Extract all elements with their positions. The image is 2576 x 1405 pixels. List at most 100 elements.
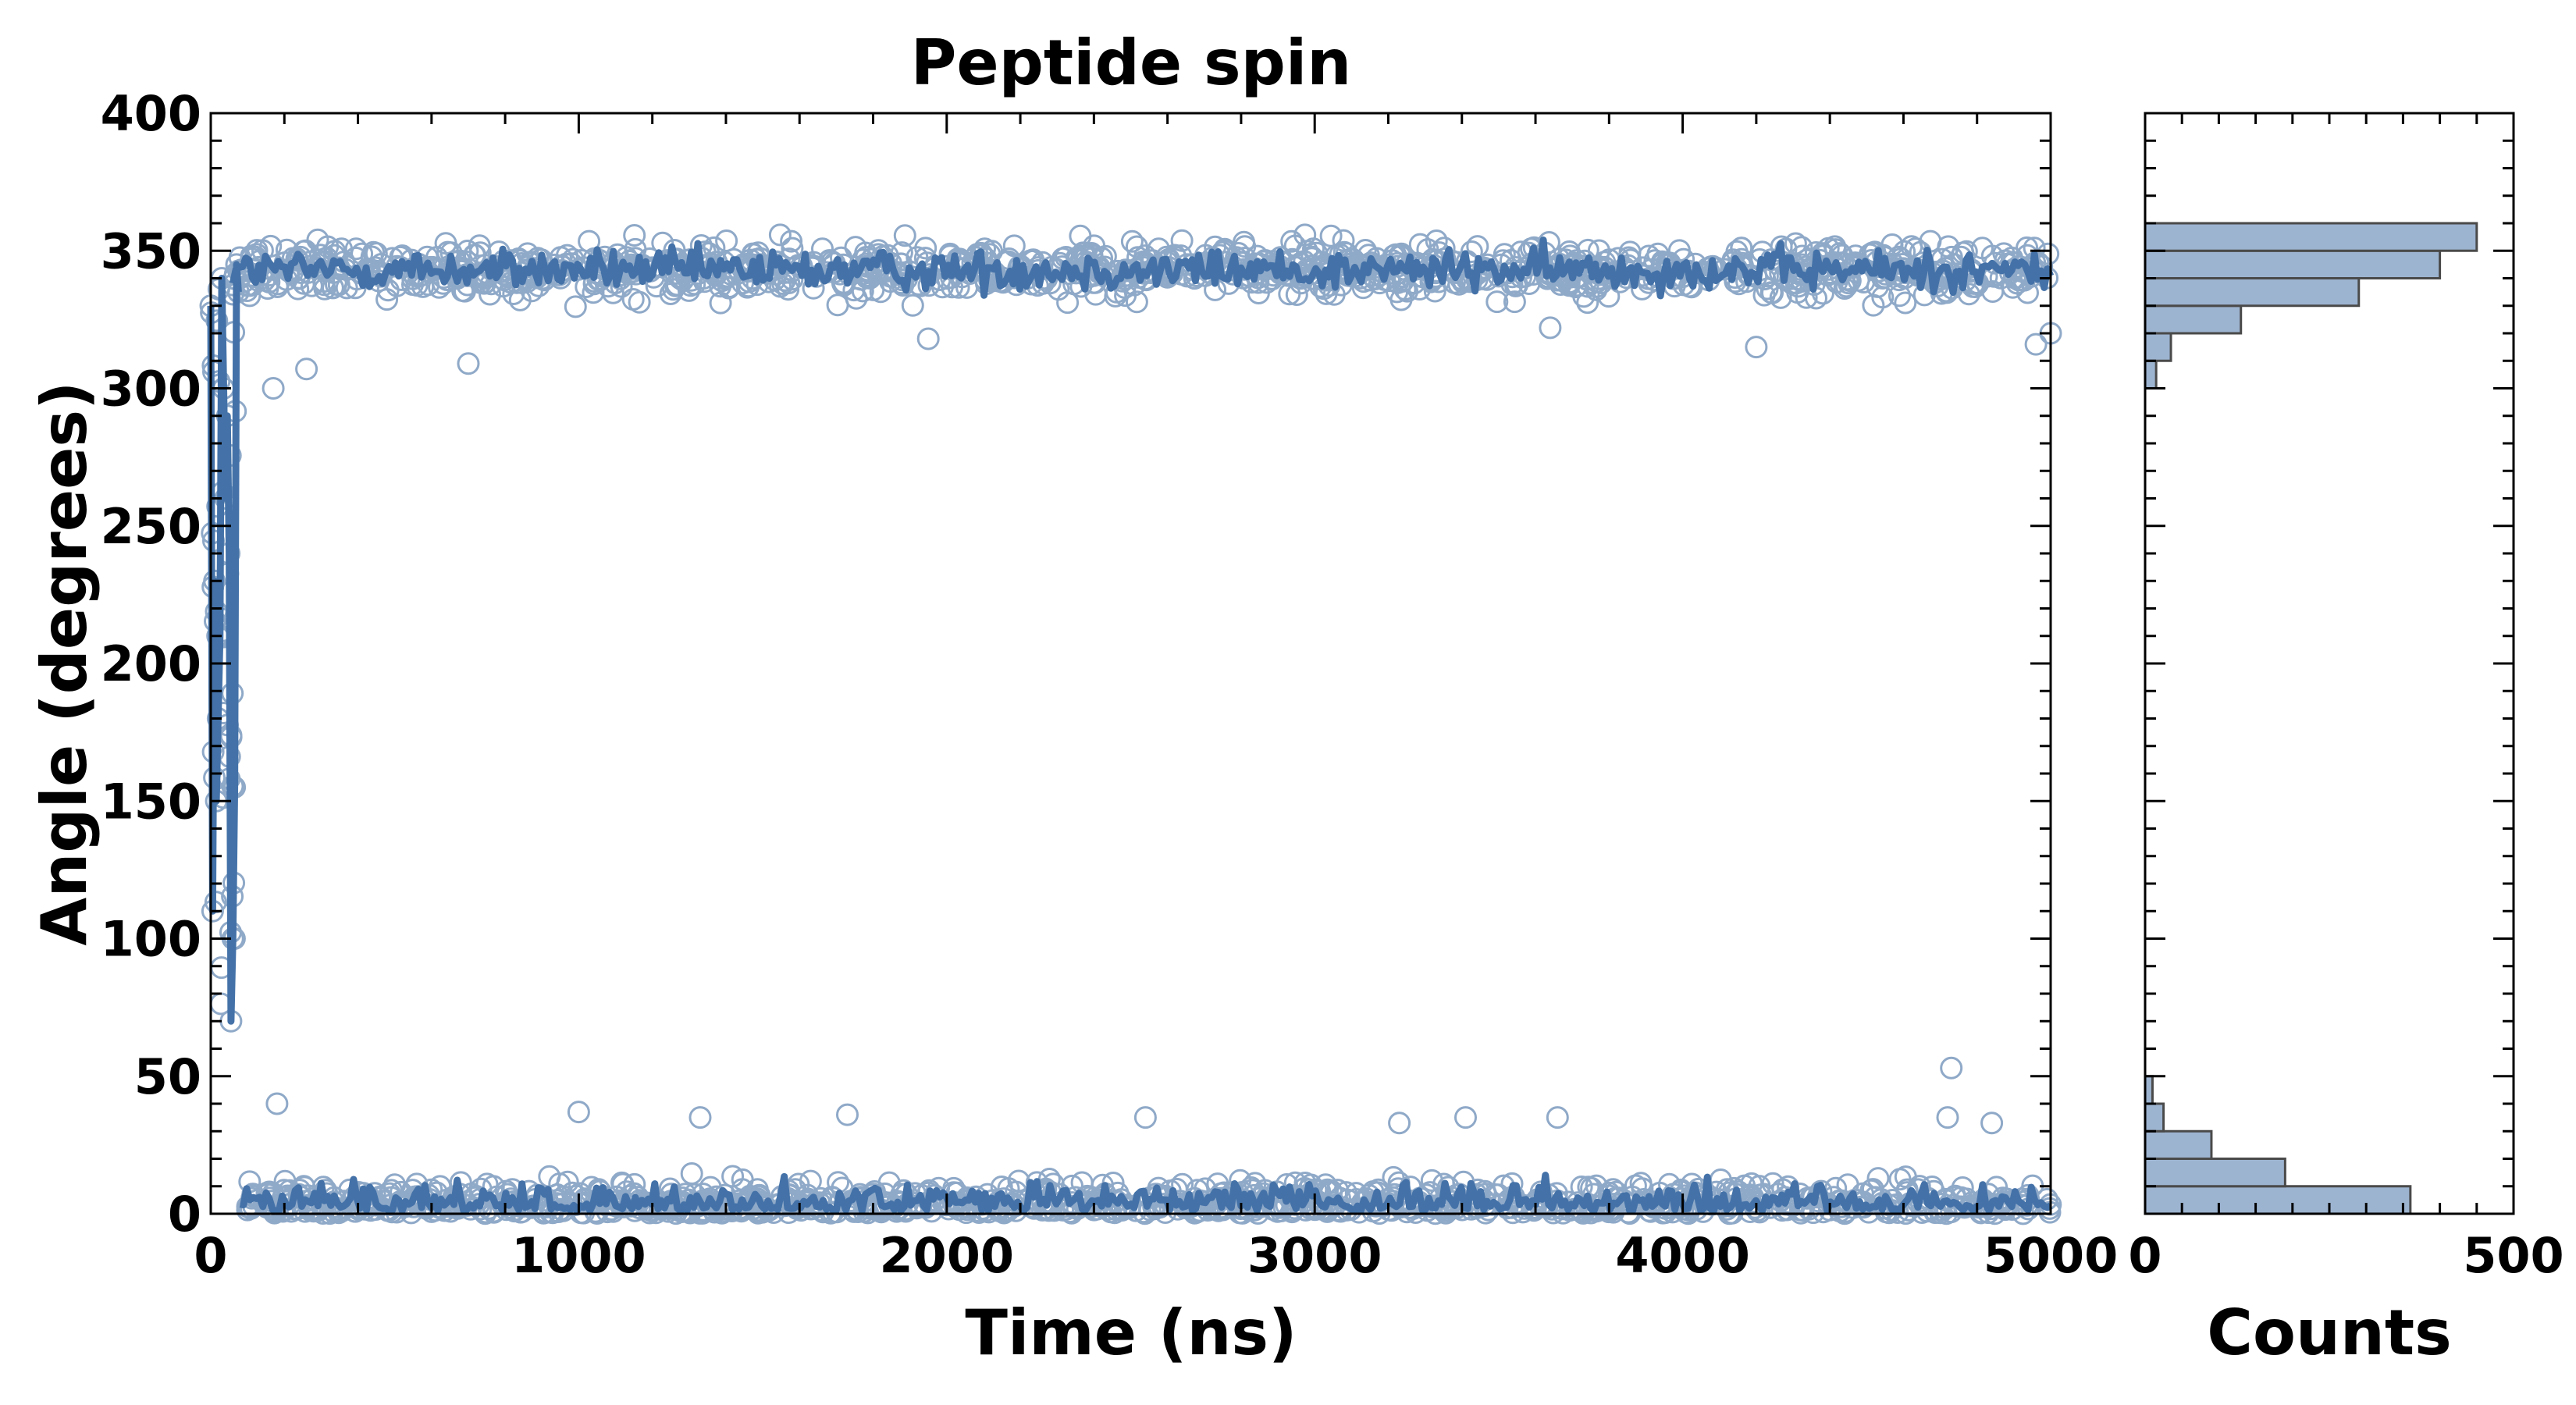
upper-band-point bbox=[344, 237, 368, 261]
lower-band-point bbox=[1866, 1167, 1890, 1190]
upper-band-point bbox=[1539, 316, 1562, 340]
upper-band-point bbox=[1790, 236, 1813, 259]
upper-band-point bbox=[1396, 279, 1419, 303]
main-data-layer bbox=[199, 223, 2062, 1225]
upper-band-point bbox=[1871, 286, 1895, 309]
lower-band-point bbox=[1929, 1198, 1952, 1222]
upper-band-point bbox=[375, 288, 399, 311]
upper-band-point bbox=[2016, 236, 2039, 259]
lower-band-point bbox=[265, 1092, 289, 1115]
upper-band-point bbox=[1893, 240, 1916, 263]
histogram-bar bbox=[2144, 359, 2158, 389]
y-tick-label: 100 bbox=[101, 911, 201, 968]
upper-band-point bbox=[623, 224, 646, 247]
upper-band-point bbox=[1425, 229, 1448, 252]
upper-band-point bbox=[265, 276, 289, 298]
upper-band-point bbox=[916, 327, 940, 350]
histogram-x-tick-label: 500 bbox=[2463, 1227, 2564, 1284]
upper-band-point bbox=[1576, 291, 1599, 315]
lower-band-point bbox=[877, 1171, 901, 1194]
upper-band-point bbox=[869, 280, 892, 304]
upper-band-point bbox=[1769, 286, 1792, 309]
lower-band-point bbox=[567, 1101, 590, 1124]
lower-band-point bbox=[1311, 1197, 1334, 1221]
upper-band-point bbox=[1572, 285, 1596, 308]
x-tick-label: 2000 bbox=[880, 1227, 1015, 1284]
lower-band-point bbox=[1582, 1198, 1604, 1222]
y-axis-label: Angle (degrees) bbox=[28, 381, 101, 945]
upper-band-point bbox=[1888, 284, 1911, 308]
histogram-bar bbox=[2144, 304, 2243, 335]
lower-band-point bbox=[688, 1106, 712, 1129]
x-tick-label: 3000 bbox=[1247, 1227, 1382, 1284]
upper-band-point bbox=[1730, 237, 1753, 260]
y-tick-label: 150 bbox=[101, 773, 201, 830]
y-tick-label: 50 bbox=[134, 1048, 201, 1105]
x-axis-label: Time (ns) bbox=[965, 1297, 1297, 1369]
histogram-x-tick-label: 0 bbox=[2128, 1227, 2161, 1284]
upper-band-point bbox=[1002, 234, 1026, 258]
histogram-ticks bbox=[2144, 112, 2515, 1215]
upper-band-point bbox=[826, 293, 849, 317]
upper-band-point bbox=[1745, 336, 1768, 359]
upper-band-point bbox=[1784, 232, 1807, 255]
histogram-bar bbox=[2144, 1129, 2213, 1160]
upper-band-point bbox=[1072, 241, 1094, 265]
chart-title: Peptide spin bbox=[911, 27, 1351, 99]
lower-band-point bbox=[913, 1193, 937, 1217]
lower-band-point bbox=[1244, 1172, 1267, 1195]
upper-band-point bbox=[914, 237, 938, 260]
lower-band-point bbox=[1761, 1172, 1784, 1195]
y-tick-label: 400 bbox=[101, 85, 201, 142]
upper-band-point bbox=[1285, 283, 1308, 306]
histogram-tick-labels: 0 500 bbox=[2128, 1227, 2564, 1284]
x-tick-label: 1000 bbox=[511, 1227, 646, 1284]
x-tick-label: 4000 bbox=[1615, 1227, 1750, 1284]
upper-band-point bbox=[295, 357, 318, 381]
upper-band-point bbox=[1386, 280, 1409, 304]
upper-band-point bbox=[578, 229, 601, 253]
main-scatter-panel: 0 1000 2000 3000 4000 5000 0 50 100 150 200 250 300 3… bbox=[101, 85, 2119, 1284]
upper-band-point bbox=[811, 237, 834, 261]
upper-band-point bbox=[780, 229, 803, 253]
histogram-panel: 0 500 bbox=[2128, 112, 2564, 1284]
upper-band-line bbox=[229, 237, 2055, 300]
upper-band-point bbox=[1466, 235, 1489, 258]
upper-band-point bbox=[768, 223, 792, 247]
lower-band-point bbox=[1334, 1181, 1357, 1204]
upper-band-point bbox=[890, 241, 913, 265]
lower-band-point bbox=[1733, 1174, 1756, 1197]
lower-band-point bbox=[1382, 1165, 1405, 1189]
lower-band-point bbox=[1980, 1112, 2004, 1135]
y-tick-label: 0 bbox=[168, 1186, 201, 1243]
upper-band-point bbox=[1120, 229, 1144, 253]
x-tick-label: 5000 bbox=[1984, 1227, 2119, 1284]
upper-band-point bbox=[2024, 333, 2048, 356]
histogram-bar bbox=[2144, 1185, 2412, 1215]
lower-band-point bbox=[836, 1103, 859, 1126]
upper-band-point bbox=[564, 295, 587, 318]
upper-band-point bbox=[715, 229, 738, 252]
upper-band-point bbox=[262, 377, 285, 400]
upper-band-point bbox=[1319, 224, 1343, 247]
upper-band-point bbox=[362, 240, 385, 264]
upper-band-point bbox=[1485, 290, 1509, 314]
upper-band-point bbox=[621, 288, 645, 311]
histogram-bar bbox=[2144, 332, 2172, 362]
lower-band-point bbox=[378, 1182, 401, 1205]
lower-band-point bbox=[1283, 1171, 1307, 1194]
lower-band-point bbox=[1836, 1173, 1859, 1197]
upper-band-point bbox=[1894, 291, 1917, 315]
upper-band-point bbox=[1597, 285, 1621, 308]
upper-band-point bbox=[1125, 290, 1148, 314]
upper-band-point bbox=[306, 228, 329, 251]
upper-band-point bbox=[1416, 238, 1439, 261]
x-tick-label: 0 bbox=[194, 1227, 227, 1284]
histogram-bars bbox=[2144, 222, 2478, 1215]
upper-band-point bbox=[321, 276, 344, 299]
y-tick-label: 250 bbox=[101, 498, 201, 555]
y-tick-label: 300 bbox=[101, 361, 201, 418]
upper-band-point bbox=[781, 237, 804, 260]
lower-band-point bbox=[1454, 1106, 1477, 1129]
